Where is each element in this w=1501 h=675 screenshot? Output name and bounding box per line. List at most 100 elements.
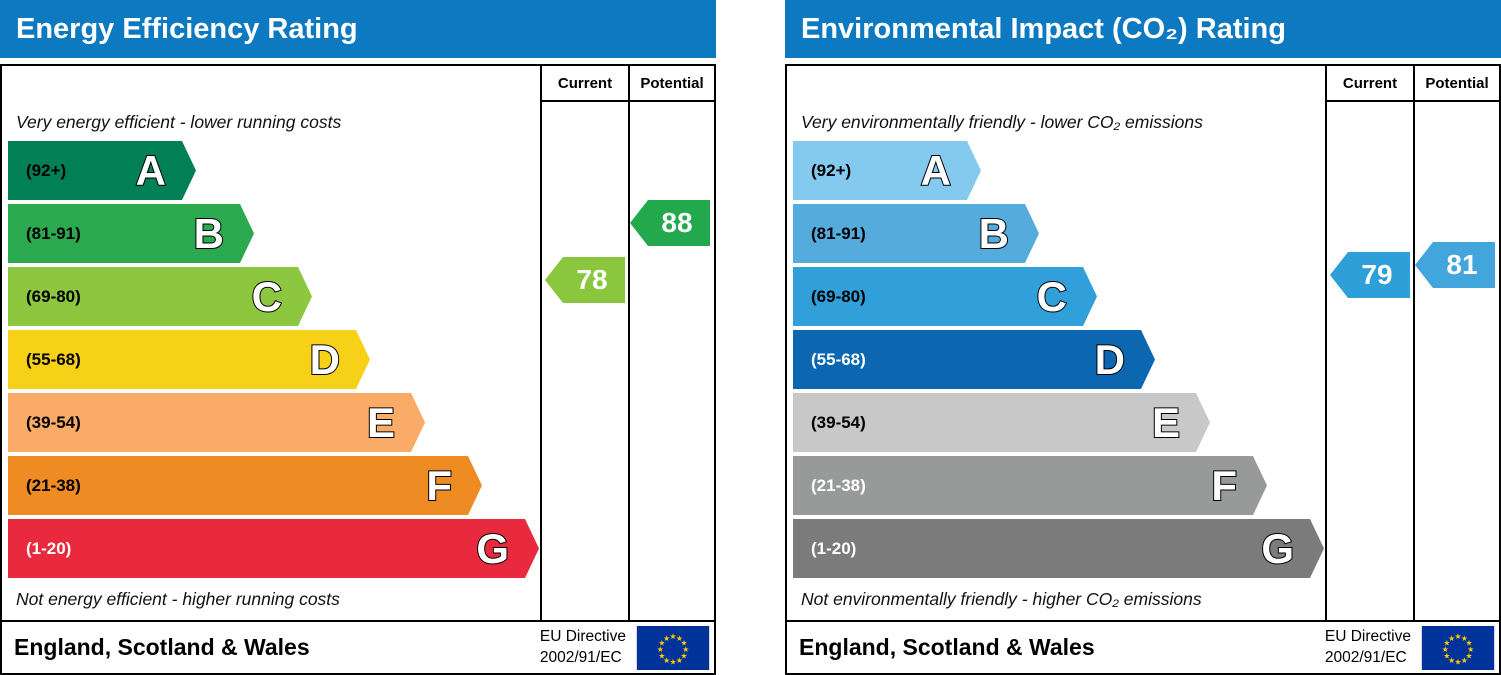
band-letter: A: [135, 146, 166, 194]
top-caption: Very energy efficient - lower running co…: [16, 112, 342, 132]
svg-text:★: ★: [669, 632, 676, 641]
eu-directive-line2: 2002/91/EC: [539, 648, 622, 666]
band-c: (69-80) C: [8, 267, 312, 326]
environmental-impact-title-bar: Environmental Impact (CO₂) Rating: [785, 0, 1501, 58]
bottom-caption: Not environmentally friendly - higher CO…: [801, 589, 1202, 609]
svg-text:★: ★: [1466, 651, 1473, 660]
current-rating-value: 79: [1361, 259, 1393, 290]
svg-text:★: ★: [1448, 633, 1455, 642]
band-range: (69-80): [26, 286, 81, 306]
svg-text:★: ★: [657, 644, 664, 653]
band-letter: B: [978, 209, 1009, 257]
band-letter: B: [193, 209, 224, 257]
svg-text:★: ★: [1461, 655, 1468, 664]
potential-rating-arrow: 88: [630, 200, 710, 246]
band-f: (21-38) F: [793, 456, 1267, 515]
svg-text:★: ★: [681, 651, 688, 660]
svg-text:★: ★: [1443, 651, 1450, 660]
current-rating-value: 78: [576, 264, 608, 295]
band-letter: C: [1036, 272, 1067, 320]
svg-text:★: ★: [1454, 657, 1461, 666]
potential-column-header: Potential: [1413, 66, 1499, 102]
svg-text:★: ★: [658, 651, 665, 660]
current-rating-arrow: 79: [1330, 252, 1410, 298]
band-range: (81-91): [811, 223, 866, 243]
svg-text:★: ★: [1442, 644, 1449, 653]
band-letter: F: [426, 461, 452, 509]
svg-text:★: ★: [1461, 633, 1468, 642]
potential-rating-value: 88: [661, 207, 693, 238]
band-letter: A: [920, 146, 951, 194]
band-range: (69-80): [811, 286, 866, 306]
band-b: (81-91) B: [8, 204, 254, 263]
band-b: (81-91) B: [793, 204, 1039, 263]
current-column-header: Current: [1325, 66, 1413, 102]
eu-directive-label: EU Directive 2002/91/EC: [540, 627, 626, 667]
svg-text:★: ★: [676, 655, 683, 664]
region-label: England, Scotland & Wales: [14, 634, 310, 660]
eu-directive-line1: EU Directive: [539, 628, 626, 646]
band-g: (1-20) G: [793, 519, 1324, 578]
svg-text:★: ★: [1448, 655, 1455, 664]
band-range: (81-91): [26, 223, 81, 243]
band-letter: E: [1151, 398, 1180, 446]
environmental-impact-title: Environmental Impact (CO₂) Rating: [801, 12, 1286, 45]
band-letter: G: [1261, 524, 1294, 572]
chart-corner-cell: [787, 66, 1325, 102]
band-range: (55-68): [811, 349, 866, 369]
svg-text:★: ★: [1454, 632, 1461, 641]
band-a: (92+) A: [8, 141, 196, 200]
svg-text:★: ★: [682, 644, 689, 653]
chart-footer: England, Scotland & Wales EU Directive 2…: [785, 622, 1501, 675]
band-range: (39-54): [811, 412, 866, 432]
band-range: (1-20): [811, 538, 857, 558]
band-range: (92+): [26, 160, 67, 180]
potential-column-header: Potential: [628, 66, 714, 102]
potential-column: [628, 102, 714, 620]
current-rating-arrow: 78: [545, 257, 625, 303]
chart-footer: England, Scotland & Wales EU Directive 2…: [0, 622, 716, 675]
band-letter: D: [1094, 335, 1125, 383]
energy-efficiency-chart: Current Potential Very energy efficient …: [0, 64, 716, 622]
eu-directive-line2: 2002/91/EC: [1324, 648, 1407, 666]
potential-rating-arrow: 81: [1415, 242, 1495, 288]
potential-rating-value: 81: [1446, 249, 1478, 280]
band-range: (21-38): [26, 475, 81, 495]
svg-text:★: ★: [676, 633, 683, 642]
band-g: (1-20) G: [8, 519, 539, 578]
eu-flag-icon: ★ ★★ ★★★ ★★★ ★★★: [636, 625, 710, 670]
rating-scale: Very energy efficient - lower running co…: [2, 102, 540, 620]
band-e: (39-54) E: [8, 393, 425, 452]
eu-directive-line1: EU Directive: [1324, 628, 1411, 646]
svg-text:★: ★: [1467, 644, 1474, 653]
svg-text:★: ★: [663, 655, 670, 664]
current-column: [1325, 102, 1413, 620]
band-d: (55-68) D: [8, 330, 370, 389]
energy-efficiency-title-bar: Energy Efficiency Rating: [0, 0, 716, 58]
band-letter: E: [366, 398, 395, 446]
current-column: [540, 102, 628, 620]
top-caption: Very environmentally friendly - lower CO…: [801, 112, 1203, 132]
svg-text:★: ★: [681, 638, 688, 647]
band-f: (21-38) F: [8, 456, 482, 515]
energy-efficiency-panel: Energy Efficiency Rating Current Potenti…: [0, 0, 716, 675]
energy-efficiency-title: Energy Efficiency Rating: [16, 12, 358, 45]
band-range: (55-68): [26, 349, 81, 369]
eu-directive-label: EU Directive 2002/91/EC: [1325, 627, 1411, 667]
band-letter: G: [476, 524, 509, 572]
svg-text:★: ★: [669, 657, 676, 666]
band-range: (1-20): [26, 538, 72, 558]
rating-bands: (92+) A (81-91) B (69-80) C (55-68) D: [787, 141, 1325, 582]
svg-text:★: ★: [663, 633, 670, 642]
band-c: (69-80) C: [793, 267, 1097, 326]
environmental-impact-panel: Environmental Impact (CO₂) Rating Curren…: [785, 0, 1501, 675]
environmental-impact-chart: Current Potential Very environmentally f…: [785, 64, 1501, 622]
bottom-caption: Not energy efficient - higher running co…: [16, 589, 340, 609]
band-letter: C: [251, 272, 282, 320]
chart-corner-cell: [2, 66, 540, 102]
band-a: (92+) A: [793, 141, 981, 200]
rating-scale: Very environmentally friendly - lower CO…: [787, 102, 1325, 620]
band-letter: F: [1211, 461, 1237, 509]
svg-text:★: ★: [1466, 638, 1473, 647]
band-range: (39-54): [26, 412, 81, 432]
